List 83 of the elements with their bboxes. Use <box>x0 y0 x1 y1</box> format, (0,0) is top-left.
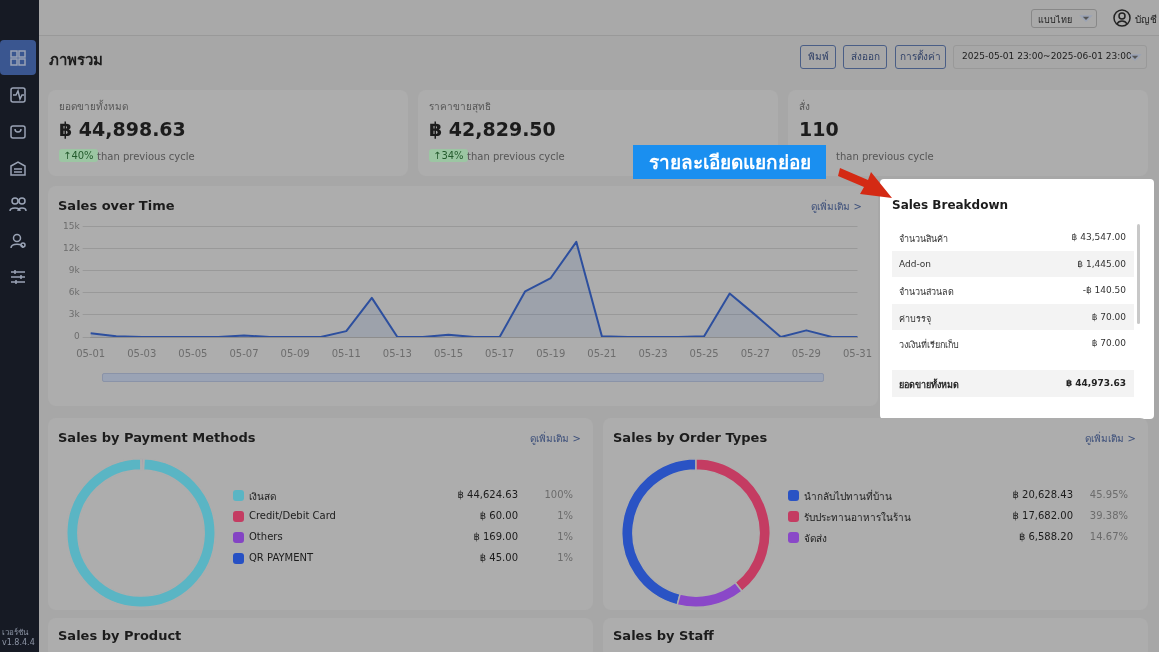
chart-title: Sales over Time <box>58 198 175 213</box>
x-tick-label: 05-07 <box>229 347 259 359</box>
x-tick-label: 05-19 <box>536 347 566 359</box>
text: จำนวนส่วนลด <box>899 287 954 297</box>
text: than previous cycle <box>467 151 565 162</box>
text: รายละเอียดแยกย่อย <box>648 151 811 173</box>
text: ยอดขายทั้งหมด <box>899 380 959 390</box>
text: 1% <box>557 510 573 521</box>
legend-label: Credit/Debit Card <box>249 510 336 521</box>
text: 39.38% <box>1089 510 1128 521</box>
x-tick-label: 05-03 <box>127 347 157 359</box>
data-label: ฿ 6,588.20 <box>1018 531 1073 542</box>
legend-label: QR PAYMENT <box>249 552 314 563</box>
text: สั่ง <box>799 101 810 112</box>
text: than previous cycle <box>97 151 195 162</box>
x-tick-label: 05-25 <box>689 347 719 359</box>
text: Add-on <box>899 258 932 269</box>
text: 2025-05-01 23:00~2025-06-01 23:00 <box>962 51 1132 61</box>
text: ค่าบรรจุ <box>899 313 931 324</box>
x-tick-label: 05-15 <box>433 347 464 359</box>
x-tick-label: 05-13 <box>382 347 412 359</box>
text: 14.67% <box>1089 531 1128 542</box>
legend-label: เงินสด <box>249 491 276 502</box>
x-tick-label: 05-05 <box>178 347 208 359</box>
text: ↑40% <box>63 150 94 161</box>
text: ฿ 42,829.50 <box>429 118 556 140</box>
text: จำนวนสินค้า <box>899 234 948 244</box>
x-tick-label: 05-29 <box>791 347 821 359</box>
text: Sales by Staff <box>613 628 714 643</box>
text: Sales by Product <box>58 628 182 643</box>
x-tick-label: 05-17 <box>485 347 515 359</box>
text: 1% <box>557 552 573 563</box>
text: 100% <box>544 489 573 500</box>
text: 45.95% <box>1089 489 1128 500</box>
text: -฿ 140.50 <box>1082 285 1126 295</box>
text: ราคาขายสุทธิ <box>429 101 491 112</box>
text: Sales Breakdown <box>892 198 1009 212</box>
legend-label: Others <box>249 531 283 542</box>
text: ส่งออก <box>850 51 880 62</box>
text: ฿ 70.00 <box>1091 311 1126 322</box>
text: ดูเพิ่มเติม > <box>811 201 862 212</box>
y-tick-label: 6k <box>68 287 81 298</box>
y-tick-label: 0 <box>73 331 80 342</box>
text: วงเงินที่เรียกเก็บ <box>899 340 959 350</box>
text: ฿ 44,973.63 <box>1065 378 1126 388</box>
text: ภาพรวม <box>49 51 103 69</box>
x-tick-label: 05-21 <box>587 347 617 359</box>
text: ดูเพิ่มเติม > <box>530 433 581 444</box>
legend-label: นำกลับไปทานที่บ้าน <box>804 491 892 502</box>
text: ยอดขายทั้งหมด <box>59 101 128 112</box>
text: ↑34% <box>433 150 464 161</box>
x-tick-label: 05-27 <box>740 347 770 359</box>
data-label: ฿ 45.00 <box>479 552 518 563</box>
x-tick-label: 05-11 <box>331 347 361 359</box>
legend-label: จัดส่ง <box>804 533 827 544</box>
text: ฿ 44,898.63 <box>59 118 186 140</box>
text: ฿ 70.00 <box>1091 338 1126 348</box>
data-label: ฿ 60.00 <box>479 510 518 521</box>
text: พิมพ์ <box>807 51 829 62</box>
x-tick-label: 05-09 <box>280 347 310 359</box>
chart-title: Sales by Payment Methods <box>58 430 256 445</box>
text: ดูเพิ่มเติม > <box>1085 433 1136 444</box>
text: ฿ 43,547.00 <box>1071 232 1126 242</box>
text: แบบไทย <box>1038 15 1072 25</box>
text: เวอร์ชัน <box>2 628 28 637</box>
legend-label: รับประทานอาหารในร้าน <box>804 512 911 523</box>
y-tick-label: 15k <box>62 220 81 231</box>
text: v1.8.4.4 <box>2 638 35 647</box>
x-tick-label: 05-01 <box>76 347 106 359</box>
text: 110 <box>799 118 839 140</box>
data-label: ฿ 44,624.63 <box>457 489 518 500</box>
data-label: ฿ 17,682.00 <box>1012 510 1073 521</box>
text: การตั้งค่า <box>900 51 941 62</box>
data-label: ฿ 20,628.43 <box>1012 489 1073 500</box>
data-label: ฿ 169.00 <box>473 531 518 542</box>
text: than previous cycle <box>836 151 934 162</box>
text: 1% <box>557 531 573 542</box>
x-tick-label: 05-23 <box>638 347 668 359</box>
text: ฿ 1,445.00 <box>1077 258 1126 269</box>
chart-title: Sales by Order Types <box>613 430 768 445</box>
y-tick-label: 12k <box>62 242 81 253</box>
x-tick-label: 05-31 <box>842 347 872 359</box>
text: บัญชี <box>1135 14 1157 25</box>
